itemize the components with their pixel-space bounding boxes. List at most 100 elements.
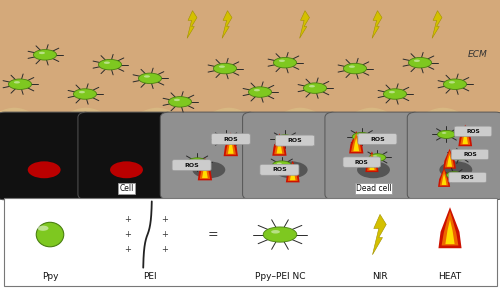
Ellipse shape — [104, 62, 110, 64]
Text: +: + — [162, 245, 168, 254]
Ellipse shape — [357, 161, 390, 178]
Ellipse shape — [452, 152, 468, 160]
FancyBboxPatch shape — [325, 112, 422, 200]
Ellipse shape — [38, 226, 48, 231]
Ellipse shape — [440, 161, 472, 178]
FancyBboxPatch shape — [358, 134, 397, 145]
Ellipse shape — [74, 89, 96, 99]
Ellipse shape — [384, 89, 406, 99]
Polygon shape — [276, 140, 282, 154]
Ellipse shape — [304, 83, 326, 93]
Ellipse shape — [344, 63, 366, 74]
Polygon shape — [198, 158, 212, 180]
Ellipse shape — [349, 65, 355, 68]
FancyBboxPatch shape — [449, 172, 486, 183]
Polygon shape — [224, 132, 238, 156]
Text: +: + — [124, 245, 131, 254]
Ellipse shape — [449, 81, 455, 84]
Text: PEI: PEI — [143, 272, 157, 281]
Polygon shape — [442, 174, 446, 185]
Ellipse shape — [357, 134, 362, 136]
Ellipse shape — [352, 132, 371, 141]
Polygon shape — [290, 167, 296, 180]
Ellipse shape — [442, 132, 446, 134]
Polygon shape — [228, 140, 234, 154]
Text: ROS: ROS — [184, 163, 199, 168]
Polygon shape — [187, 11, 197, 38]
Polygon shape — [460, 127, 470, 145]
Ellipse shape — [36, 222, 64, 247]
FancyBboxPatch shape — [276, 135, 314, 146]
Ellipse shape — [414, 60, 420, 62]
Polygon shape — [458, 125, 472, 146]
Ellipse shape — [263, 227, 297, 242]
Ellipse shape — [389, 91, 395, 93]
Ellipse shape — [28, 161, 60, 178]
Text: ROS: ROS — [370, 137, 385, 141]
FancyBboxPatch shape — [343, 157, 380, 167]
Ellipse shape — [221, 137, 226, 139]
Polygon shape — [354, 138, 359, 151]
FancyBboxPatch shape — [451, 149, 488, 160]
Polygon shape — [443, 149, 456, 169]
Ellipse shape — [309, 85, 315, 88]
Text: Dead cell: Dead cell — [356, 184, 392, 193]
Ellipse shape — [438, 130, 456, 139]
Ellipse shape — [216, 135, 236, 143]
Polygon shape — [438, 168, 450, 187]
Ellipse shape — [369, 154, 386, 161]
FancyBboxPatch shape — [212, 134, 250, 145]
FancyBboxPatch shape — [260, 164, 299, 175]
FancyBboxPatch shape — [408, 112, 500, 200]
Bar — [0, 0, 500, 196]
Text: ROS: ROS — [466, 129, 480, 134]
Text: ECM: ECM — [468, 50, 487, 59]
Ellipse shape — [144, 75, 150, 78]
Polygon shape — [372, 214, 386, 255]
Ellipse shape — [274, 57, 296, 68]
Text: Ppy: Ppy — [42, 272, 58, 281]
Text: +: + — [162, 230, 168, 239]
Text: +: + — [162, 215, 168, 224]
Ellipse shape — [408, 57, 432, 68]
Ellipse shape — [138, 73, 162, 84]
FancyBboxPatch shape — [78, 112, 175, 200]
Polygon shape — [445, 151, 454, 167]
Ellipse shape — [214, 63, 236, 74]
Polygon shape — [446, 219, 454, 244]
Ellipse shape — [271, 230, 280, 234]
Text: ROS: ROS — [288, 138, 302, 143]
Ellipse shape — [192, 160, 197, 162]
FancyBboxPatch shape — [242, 112, 340, 200]
Ellipse shape — [188, 158, 206, 166]
Polygon shape — [367, 154, 376, 171]
Ellipse shape — [79, 91, 85, 93]
Ellipse shape — [192, 161, 226, 178]
Ellipse shape — [277, 163, 281, 165]
Polygon shape — [274, 136, 284, 154]
Ellipse shape — [8, 79, 32, 90]
Text: ROS: ROS — [355, 160, 368, 165]
Polygon shape — [300, 11, 310, 38]
Ellipse shape — [174, 99, 180, 101]
Polygon shape — [438, 207, 462, 248]
Text: ROS: ROS — [460, 175, 474, 180]
Ellipse shape — [456, 154, 460, 156]
Text: +: + — [124, 230, 131, 239]
Polygon shape — [351, 133, 362, 152]
Polygon shape — [272, 133, 286, 156]
Ellipse shape — [444, 79, 466, 90]
FancyBboxPatch shape — [0, 112, 92, 200]
Ellipse shape — [39, 52, 45, 54]
Ellipse shape — [272, 161, 291, 169]
Ellipse shape — [219, 65, 225, 68]
Polygon shape — [462, 131, 468, 144]
Ellipse shape — [98, 59, 122, 70]
Text: ROS: ROS — [463, 152, 477, 157]
Polygon shape — [349, 131, 364, 154]
Text: =: = — [207, 228, 218, 241]
Text: ROS: ROS — [224, 137, 238, 141]
Text: HEAT: HEAT — [438, 272, 462, 281]
Text: Ppy–PEI NC: Ppy–PEI NC — [255, 272, 305, 281]
Polygon shape — [366, 151, 378, 172]
